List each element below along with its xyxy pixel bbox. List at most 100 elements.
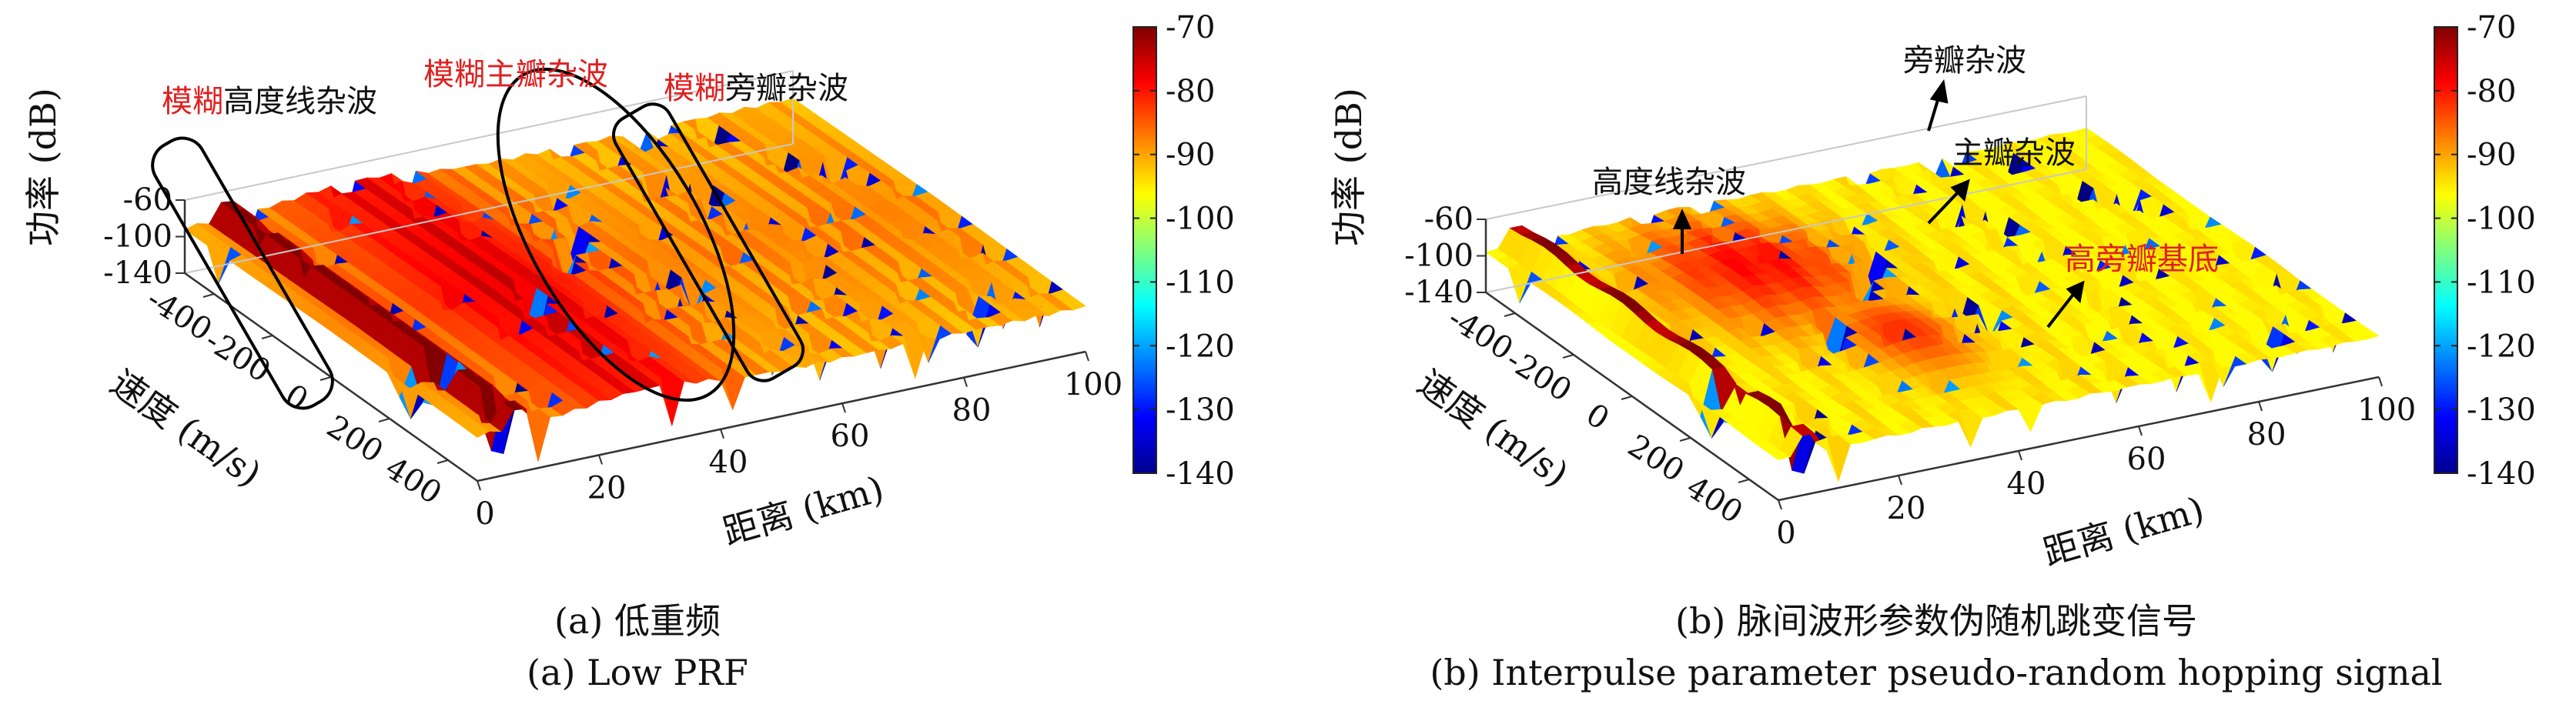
arrow-altitude-head — [1672, 209, 1692, 229]
annotation-pedestal-b: 高旁瓣基底 — [2065, 242, 2219, 277]
colorbar-tick-label: -140 — [2467, 456, 2536, 492]
y-tick — [1679, 437, 1691, 442]
y-tick — [1562, 354, 1574, 359]
x-tick — [720, 429, 724, 439]
y-tick — [261, 335, 273, 339]
y-tick — [202, 293, 215, 298]
arrow-pedestal — [2046, 291, 2076, 329]
colorbar-b: -70 -80 -90 -100 -110 -120 -130 -140 — [2434, 10, 2536, 492]
z-tick-label: -100 — [1404, 239, 1474, 274]
caption-cn-a: (a) 低重频 — [554, 600, 721, 642]
colorbar-tick-label: -110 — [1166, 265, 1235, 300]
axis-box-line — [1485, 169, 2087, 293]
x-tick-label: 80 — [2247, 417, 2287, 452]
x-tick-label: 20 — [587, 470, 627, 506]
zlabel-a: 功率 (dB) — [22, 88, 64, 246]
y-tick-label: -400 — [141, 282, 219, 349]
y-tick-label: 200 — [1621, 428, 1690, 489]
y-tick — [437, 459, 449, 464]
annotation-outlines-a — [151, 68, 805, 410]
z-tick-label: -140 — [103, 255, 172, 291]
x-tick — [841, 402, 846, 413]
arrow-pedestal-head — [2066, 280, 2085, 304]
colorbar-tick-label: -130 — [1166, 392, 1235, 428]
surface-a — [184, 98, 1086, 462]
x-axis-line — [1778, 376, 2380, 502]
y-tick — [1738, 479, 1750, 483]
colorbar-tick-label: -90 — [1166, 138, 1215, 173]
ylabel-a: 速度 (m/s) — [103, 362, 269, 495]
y-tick — [1621, 396, 1633, 400]
annotation-mainlobe-a: 模糊主瓣杂波 — [423, 57, 608, 92]
colorbar-tick-label: -140 — [1166, 456, 1235, 492]
z-tick-label: -140 — [1404, 275, 1474, 310]
annotation-mainlobe-b: 主瓣杂波 — [1952, 135, 2076, 171]
surface-cell — [527, 408, 551, 462]
x-tick — [2018, 450, 2022, 461]
y-tick-label: -200 — [199, 323, 277, 390]
annotation-sidelobe-b: 旁瓣杂波 — [1903, 43, 2026, 78]
colorbar-tick-label: -110 — [2467, 265, 2536, 300]
colorbar-tick-label: -100 — [2467, 202, 2536, 237]
x-tick — [1778, 499, 1782, 510]
axis-box-line — [184, 143, 794, 274]
x-tick — [2258, 401, 2263, 412]
colorbar-tick-label: -80 — [2467, 74, 2516, 109]
caption-cn-b: (b) 脉间波形参数伪随机跳变信号 — [1675, 600, 2197, 642]
caption-en-a: (a) Low PRF — [527, 652, 748, 693]
outline-mainlobe — [496, 68, 736, 402]
colorbar-gradient — [1132, 26, 1157, 474]
x-tick-label: 40 — [709, 445, 748, 480]
y-tick — [1504, 312, 1516, 317]
colorbar-tick-label: -80 — [1166, 74, 1215, 109]
z-tick-label: -60 — [123, 182, 172, 218]
x-tick — [2138, 426, 2143, 436]
colorbar-tick-label: -120 — [1166, 329, 1235, 364]
annotation-arrows-b — [1672, 78, 2085, 329]
colorbar-tick-label: -70 — [2467, 10, 2516, 45]
axis-box-line — [184, 70, 794, 201]
y-tick-label: 200 — [320, 409, 389, 469]
colorbar-tick-label: -130 — [2467, 392, 2536, 428]
x-tick-label: 60 — [831, 419, 870, 454]
z-tick-label: -60 — [1424, 202, 1474, 237]
annotation-sidelobe-a: 模糊旁瓣杂波 — [664, 71, 848, 106]
x-tick — [2378, 376, 2383, 387]
surface-cell — [1061, 297, 1086, 311]
colorbar-tick-label: -100 — [1166, 202, 1235, 237]
x-tick — [598, 455, 603, 465]
colorbar-tick-label: -120 — [2467, 329, 2536, 364]
y-tick — [378, 418, 390, 422]
y-tick-label: 400 — [379, 450, 447, 511]
caption-en-b: (b) Interpulse parameter pseudo-random h… — [1430, 652, 2442, 693]
xlabel-a: 距离 (km) — [718, 468, 888, 553]
x-tick-label: 100 — [1064, 367, 1122, 402]
arrow-mainlobe-head — [1950, 179, 1970, 202]
x-tick-label: 20 — [1887, 491, 1926, 526]
colorbar-tick-label: -90 — [2467, 138, 2516, 173]
x-tick-label: 60 — [2127, 442, 2166, 477]
x-tick-label: 40 — [2007, 466, 2046, 502]
annotation-altitude-b: 高度线杂波 — [1592, 165, 1746, 200]
surface-b — [1485, 127, 2380, 482]
annotation-altitude-line-a: 模糊高度线杂波 — [162, 84, 377, 119]
x-tick-label: 0 — [475, 496, 494, 532]
colorbar-gradient — [2434, 26, 2458, 474]
colorbar-tick-label: -70 — [1166, 10, 1215, 45]
surface-cell — [2355, 328, 2380, 340]
x-tick-label: 100 — [2357, 392, 2416, 428]
y-tick-label: -200 — [1500, 342, 1578, 409]
arrow-mainlobe — [1927, 189, 1961, 225]
axis-box-line — [1485, 95, 2087, 220]
x-tick-label: 0 — [1776, 516, 1795, 551]
xlabel-b: 距离 (km) — [2039, 489, 2209, 574]
z-tick-label: -100 — [103, 219, 172, 255]
x-axis-line — [477, 350, 1086, 482]
y-tick-label: 0 — [1580, 397, 1615, 437]
colorbar-a: -70 -80 -90 -100 -110 -120 -130 -140 — [1132, 10, 1235, 492]
x-tick — [1898, 475, 1902, 486]
